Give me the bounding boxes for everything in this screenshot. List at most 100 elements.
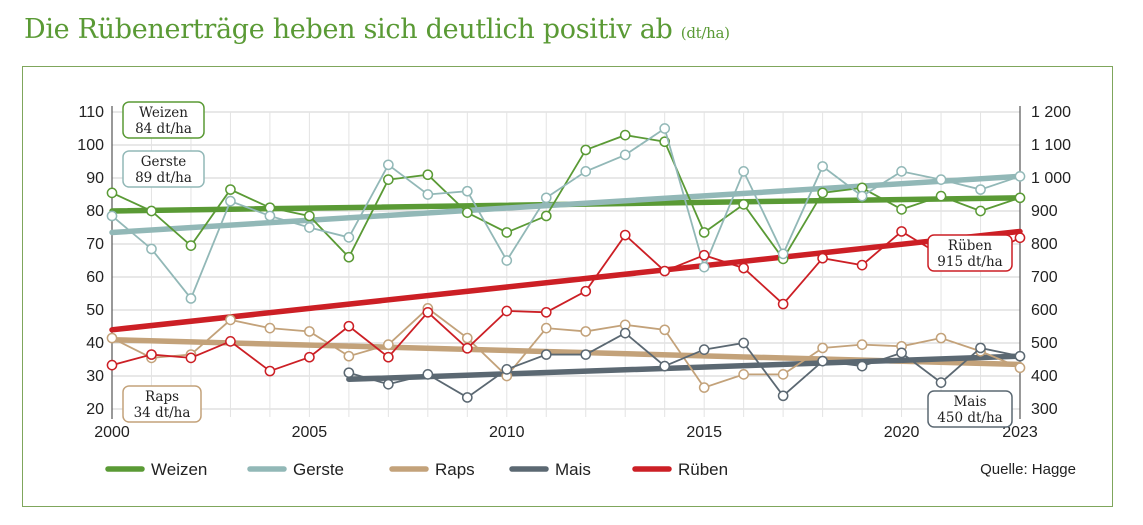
data-point-mais: [777, 390, 789, 402]
data-point-weizen: [343, 251, 355, 263]
data-point-gerste: [1014, 171, 1026, 182]
y-right-tick-label: 1 200: [1031, 104, 1071, 121]
data-point-gerste: [185, 293, 197, 304]
label-box-value: 915 dt/ha: [937, 254, 1002, 270]
data-point-gerste: [304, 222, 315, 233]
data-point-rüben: [1014, 232, 1026, 244]
data-point-raps: [698, 382, 710, 393]
y-right-tick-label: 1 000: [1031, 170, 1071, 187]
axes: 20 30 40 50 60 70 80 90 100 110 300 400 500 600 700 800…: [77, 104, 1071, 441]
data-point-rüben: [185, 352, 197, 364]
data-point-weizen: [580, 144, 592, 156]
x-tick-label: 2015: [686, 424, 722, 441]
data-point-mais: [422, 369, 434, 380]
data-point-mais: [896, 347, 907, 359]
label-box-frame: [927, 234, 1013, 272]
data-point-weizen: [461, 207, 473, 218]
data-point-weizen: [146, 205, 157, 217]
source-note: Quelle: Hagge: [980, 461, 1076, 478]
data-point-mais: [975, 342, 986, 354]
data-point-gerste: [146, 243, 157, 255]
y-left-tick-label: 90: [86, 170, 104, 187]
legend-item-mais: Mais: [509, 460, 591, 479]
chart-title-unit: (dt/ha): [680, 24, 730, 42]
y-right-tick-label: 400: [1031, 368, 1058, 385]
data-point-gerste: [935, 174, 947, 185]
data-point-raps: [461, 332, 473, 344]
x-tick-label: 2020: [884, 424, 920, 441]
label-box-name: Weizen: [139, 105, 188, 121]
data-point-rüben: [264, 365, 276, 377]
data-point-mais: [580, 349, 592, 360]
data-point-rüben: [146, 349, 157, 360]
data-point-raps: [264, 322, 276, 334]
y-left-tick-label: 60: [86, 269, 104, 286]
data-point-rüben: [106, 359, 118, 371]
data-series: [106, 123, 1026, 403]
data-point-gerste: [580, 166, 592, 177]
chart-frame: [22, 66, 1113, 507]
data-point-mais: [935, 377, 947, 388]
series-line-rüben: [111, 230, 1021, 373]
data-point-raps: [382, 339, 394, 350]
data-point-gerste: [422, 189, 434, 200]
legend-item-weizen: Weizen: [105, 460, 207, 479]
series-line-raps: [111, 307, 1021, 389]
chart-title: Die Rübenerträge heben sich deutlich pos…: [24, 14, 730, 45]
y-right-tick-label: 300: [1031, 401, 1058, 418]
data-point-mais: [461, 392, 473, 403]
data-point-rüben: [777, 298, 789, 310]
x-tick-label: 2005: [292, 424, 328, 441]
data-point-weizen: [304, 210, 315, 222]
data-point-raps: [856, 339, 868, 350]
data-point-weizen: [619, 129, 631, 141]
data-point-mais: [343, 367, 355, 379]
data-point-rüben: [659, 265, 671, 277]
data-point-rüben: [896, 226, 907, 237]
data-point-rüben: [540, 306, 552, 318]
data-point-mais: [501, 364, 513, 375]
legend-label: Gerste: [293, 460, 344, 479]
data-point-weizen: [106, 187, 118, 199]
data-point-rüben: [817, 252, 828, 264]
data-point-raps: [304, 326, 315, 337]
data-point-raps: [1014, 362, 1026, 374]
data-point-weizen: [935, 190, 947, 202]
data-point-rüben: [856, 259, 868, 271]
data-point-weizen: [896, 204, 907, 215]
y-left-tick-label: 30: [86, 368, 104, 385]
data-point-gerste: [698, 261, 710, 273]
y-left-tick-label: 100: [77, 137, 104, 154]
data-point-raps: [659, 324, 671, 336]
data-point-gerste: [501, 255, 513, 266]
y-right-tick-label: 900: [1031, 203, 1058, 220]
data-point-mais: [738, 337, 750, 349]
y-left-tick-label: 20: [86, 401, 104, 418]
y-right-tick-label: 800: [1031, 236, 1058, 253]
data-point-rüben: [619, 229, 631, 241]
label-box-value: 84 dt/ha: [135, 121, 192, 137]
grid-lines: [111, 111, 1021, 417]
y-left-tick-label: 70: [86, 236, 104, 253]
x-tick-label: 2010: [489, 424, 525, 441]
data-point-gerste: [817, 161, 828, 172]
data-point-weizen: [738, 199, 750, 210]
data-point-mais: [817, 355, 828, 367]
data-point-raps: [580, 326, 592, 337]
data-point-raps: [817, 342, 828, 354]
data-point-rüben: [422, 306, 434, 318]
data-point-weizen: [422, 169, 434, 181]
data-point-rüben: [304, 351, 315, 363]
data-point-weizen: [382, 174, 394, 185]
data-point-raps: [738, 369, 750, 380]
legend: Weizen Gerste Raps Mais Rüben: [105, 460, 728, 479]
data-point-raps: [935, 332, 947, 344]
y-left-tick-label: 80: [86, 203, 104, 220]
data-point-mais: [540, 349, 552, 360]
data-point-gerste: [856, 190, 868, 202]
label-box-frame: [122, 385, 202, 423]
